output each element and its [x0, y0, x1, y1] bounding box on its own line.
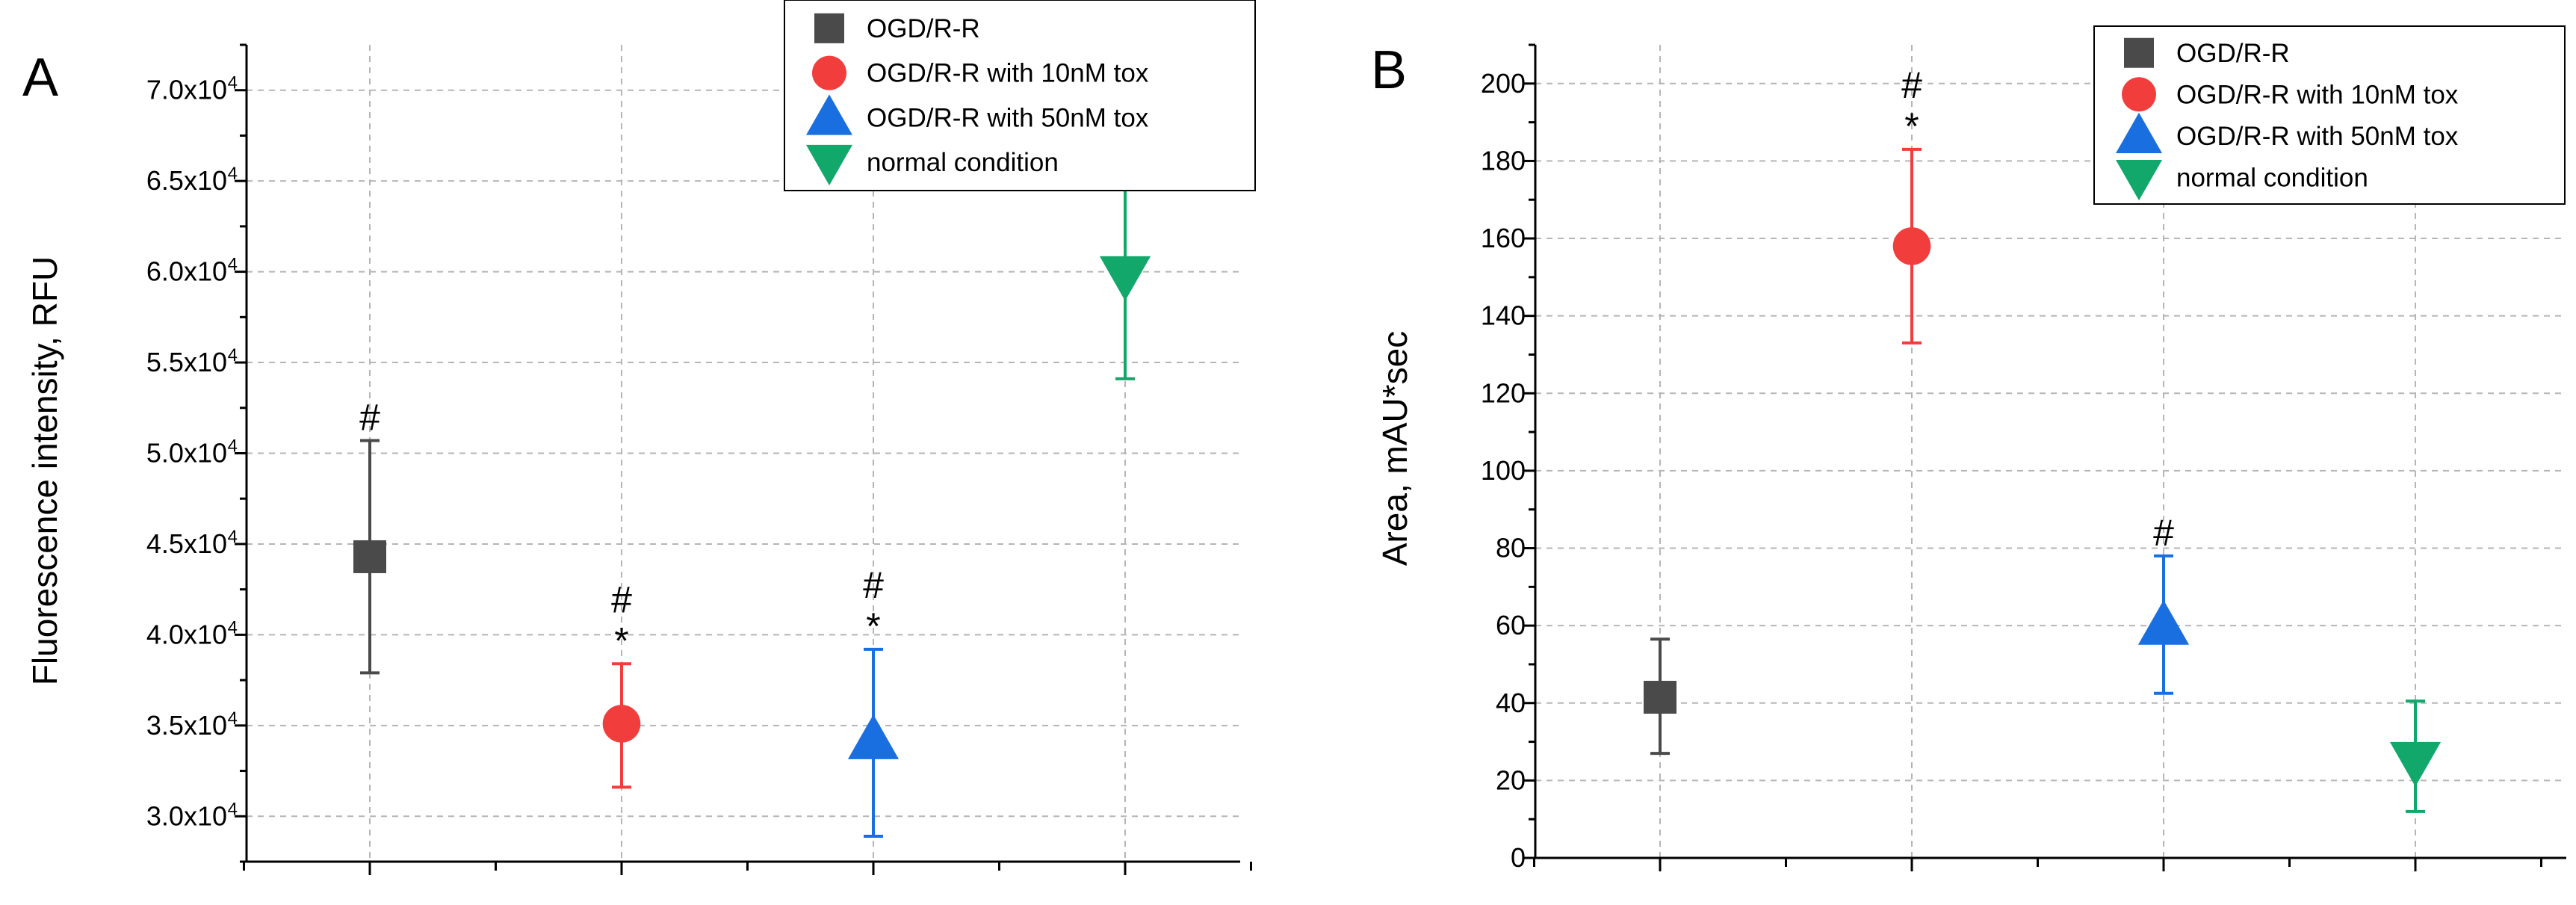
y-axis-title-a: Fluorescence intensity, RFU: [25, 256, 64, 685]
legend-label: OGD/R-R with 50nM tox: [867, 103, 1149, 132]
y-tick-label-exponent: 4: [228, 345, 238, 365]
panel-b-chart: B Area, mAU*sec 0 20 40 60 80 100 120 140 160 180…: [1371, 25, 2566, 873]
legend-marker-triangle-up: [2116, 112, 2162, 153]
y-tick-label-exponent: 4: [228, 617, 238, 637]
y-tick-label: 40: [1496, 688, 1526, 718]
panel-a-chart: A Fluorescence intensity, RFU 3.0x10 43.5…: [22, 0, 1256, 875]
y-tick-label: 160: [1481, 223, 1526, 253]
panel-label-b: B: [1371, 40, 1407, 100]
y-tick-label: 3.0x10: [146, 800, 227, 831]
significance-hash: #: [863, 564, 884, 606]
y-tick-label: 6.5x10: [146, 165, 227, 196]
y-tick-label: 4.5x10: [146, 528, 227, 559]
significance-star: *: [614, 620, 628, 661]
marker-circle: [1892, 227, 1931, 265]
data-point-triangle-up: #: [2137, 512, 2190, 695]
legend-marker-triangle-down: [806, 144, 852, 186]
marker-triangle-down: [1099, 256, 1151, 301]
y-tick-label-exponent: 4: [228, 73, 238, 93]
data-points-b: #*#: [1644, 64, 2442, 813]
marker-square: [353, 540, 386, 573]
data-point-circle: #*: [1892, 64, 1931, 345]
y-tick-label: 4.0x10: [146, 619, 227, 649]
panel-label-a: A: [22, 48, 58, 108]
legend-marker-circle: [2122, 77, 2156, 112]
significance-hash: #: [359, 396, 380, 438]
legend-box: [2093, 25, 2566, 205]
y-tick-label: 20: [1496, 765, 1526, 795]
y-tick-label: 7.0x10: [146, 75, 227, 105]
legend-box: [784, 0, 1256, 191]
y-tick-label: 100: [1481, 455, 1526, 486]
axes-a: [235, 43, 1252, 875]
significance-hash: #: [611, 578, 632, 620]
legend-label: OGD/R-R: [867, 14, 980, 43]
legend-label: OGD/R-R with 10nM tox: [867, 59, 1149, 88]
y-axis-title-b: Area, mAU*sec: [1375, 331, 1414, 566]
data-point-triangle-up: #*: [847, 564, 900, 838]
marker-square: [1644, 680, 1676, 714]
significance-hash: #: [2153, 512, 2174, 554]
y-tick-label-exponent: 4: [228, 527, 238, 547]
legend-label: OGD/R-R with 50nM tox: [2176, 122, 2459, 151]
y-tick-label: 5.0x10: [146, 438, 227, 469]
data-point-square: [1644, 637, 1676, 756]
data-point-circle: #*: [602, 578, 641, 789]
marker-circle: [602, 705, 641, 743]
y-tick-label: 3.5x10: [146, 710, 227, 741]
legend-label: normal condition: [2176, 163, 2368, 192]
significance-star: *: [866, 605, 880, 647]
y-tick-label-exponent: 4: [228, 799, 238, 819]
y-tick-label-exponent: 4: [228, 255, 238, 275]
marker-triangle-up: [847, 714, 900, 759]
y-tick-label: 140: [1481, 300, 1526, 331]
y-tick-label: 80: [1496, 533, 1526, 563]
marker-triangle-up: [2137, 600, 2190, 645]
legend-label: normal condition: [867, 148, 1059, 177]
legend-marker-square: [2124, 37, 2154, 68]
y-tick-label: 5.5x10: [146, 347, 227, 377]
y-tick-label-exponent: 4: [228, 708, 238, 729]
y-tick-label: 0: [1511, 842, 1526, 873]
marker-triangle-down: [2389, 741, 2442, 787]
data-points-a: ##*#*: [353, 176, 1151, 838]
legend-b: OGD/R-R OGD/R-R with 10nM tox OGD/R-R with…: [2093, 25, 2566, 205]
data-point-square: #: [353, 396, 386, 675]
legend-marker-triangle-down: [2116, 160, 2162, 201]
data-point-triangle-down: [1099, 176, 1151, 380]
legend-marker-triangle-up: [806, 94, 852, 135]
data-point-triangle-down: [2389, 699, 2442, 813]
legend-label: OGD/R-R with 10nM tox: [2176, 80, 2459, 109]
y-tick-label: 200: [1481, 68, 1526, 99]
y-tick-labels-b: 0 20 40 60 80 100 120 140 160 180 200: [1481, 68, 1526, 873]
legend-marker-circle: [812, 55, 846, 90]
y-tick-label-exponent: 4: [228, 436, 238, 457]
y-tick-label: 6.0x10: [146, 256, 227, 287]
significance-star: *: [1904, 105, 1919, 147]
legend-marker-square: [814, 13, 844, 43]
legend-label: OGD/R-R: [2176, 39, 2290, 68]
y-tick-labels-a: 3.0x10 43.5x10 44.0x10 44.5x10 45.0x10 45.5x1…: [146, 73, 238, 832]
grid-b: [1535, 45, 2566, 858]
axes-b: [1523, 43, 2566, 871]
significance-hash: #: [1901, 64, 1922, 106]
legend-a: OGD/R-R OGD/R-R with 10nM tox OGD/R-R with…: [784, 0, 1256, 191]
y-tick-label: 60: [1496, 610, 1526, 640]
y-tick-label-exponent: 4: [228, 164, 238, 184]
y-tick-label: 120: [1481, 377, 1526, 408]
y-tick-label: 180: [1481, 145, 1526, 176]
